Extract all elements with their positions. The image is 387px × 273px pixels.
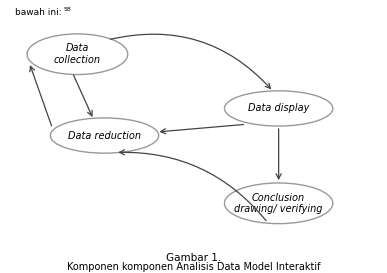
Ellipse shape bbox=[27, 34, 128, 75]
Text: Gambar 1.: Gambar 1. bbox=[166, 253, 221, 263]
Text: 58: 58 bbox=[64, 7, 72, 12]
Ellipse shape bbox=[224, 91, 333, 126]
Text: bawah ini:: bawah ini: bbox=[15, 8, 62, 17]
Text: Komponen komponen Analisis Data Model Interaktif: Komponen komponen Analisis Data Model In… bbox=[67, 262, 320, 272]
Text: Data reduction: Data reduction bbox=[68, 130, 141, 141]
Ellipse shape bbox=[50, 118, 159, 153]
Ellipse shape bbox=[224, 183, 333, 224]
Text: Data display: Data display bbox=[248, 103, 309, 114]
Text: Data
collection: Data collection bbox=[54, 43, 101, 65]
Text: Conclusion
drawing/ verifying: Conclusion drawing/ verifying bbox=[235, 192, 323, 214]
